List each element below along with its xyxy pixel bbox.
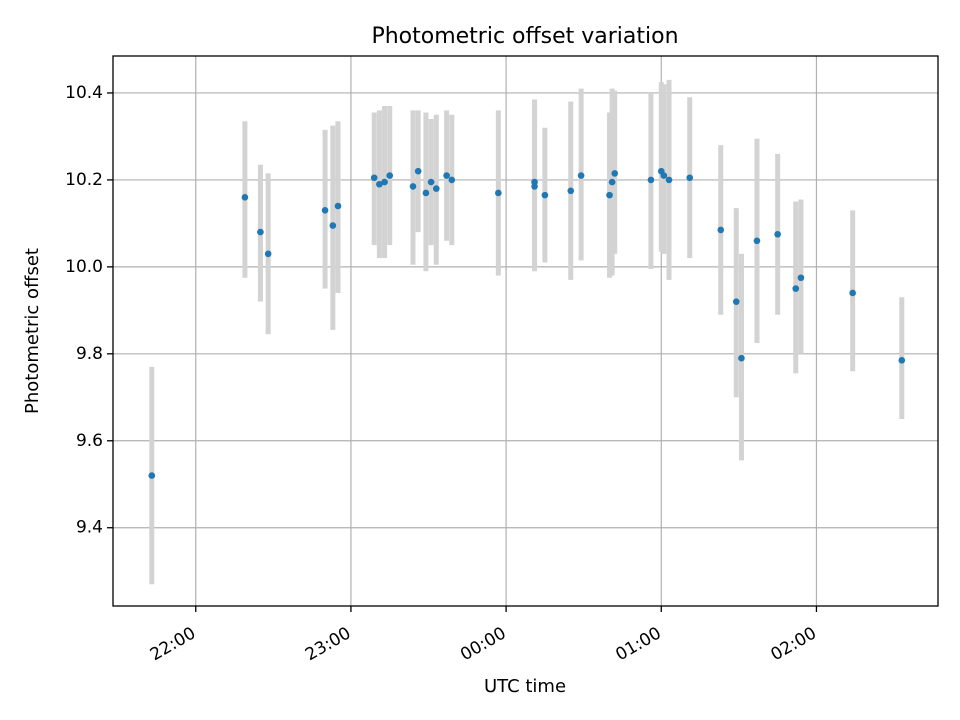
data-point — [738, 354, 745, 362]
data-point — [898, 357, 906, 364]
data-point — [606, 191, 613, 199]
data-point — [414, 167, 422, 175]
data-point — [753, 237, 761, 245]
data-point — [370, 174, 378, 182]
x-axis-label: UTC time — [484, 676, 566, 697]
y-axis-label: Photometric offset — [22, 248, 43, 414]
data-point — [257, 228, 264, 236]
data-point — [611, 170, 619, 177]
data-point — [329, 222, 337, 229]
y-tick-label: 9.6 — [76, 431, 103, 451]
y-tick-label: 10.4 — [65, 83, 103, 103]
data-point — [321, 207, 329, 214]
data-point — [665, 176, 673, 184]
data-points — [148, 167, 906, 479]
data-point — [427, 178, 435, 186]
data-point — [386, 172, 394, 179]
y-tick-label: 9.4 — [76, 518, 103, 538]
data-point — [448, 176, 456, 184]
data-point — [376, 180, 383, 188]
data-point — [686, 174, 694, 182]
data-point — [717, 226, 725, 234]
data-point — [264, 250, 272, 258]
y-tick-label: 10.0 — [65, 257, 103, 277]
data-point — [443, 172, 450, 179]
data-point — [660, 172, 668, 179]
data-point — [577, 172, 585, 179]
data-point — [422, 189, 430, 197]
y-tick-label: 10.2 — [65, 170, 103, 190]
data-point — [541, 191, 549, 199]
data-point — [608, 178, 616, 186]
data-point — [148, 472, 156, 479]
data-point — [334, 202, 342, 210]
grid — [113, 56, 938, 606]
data-point — [531, 178, 538, 186]
data-point — [774, 230, 781, 238]
data-point — [409, 183, 417, 190]
data-point — [432, 185, 440, 192]
data-point — [849, 289, 856, 297]
data-point — [567, 187, 575, 195]
data-point — [792, 285, 800, 292]
data-point — [241, 194, 249, 201]
data-point — [732, 298, 740, 305]
chart-title: Photometric offset variation — [371, 24, 678, 49]
data-point — [797, 274, 805, 282]
y-tick-label: 9.8 — [76, 344, 103, 364]
data-point — [495, 189, 502, 197]
data-point — [647, 176, 655, 184]
data-point — [381, 178, 388, 186]
plot-frame — [112, 55, 939, 607]
